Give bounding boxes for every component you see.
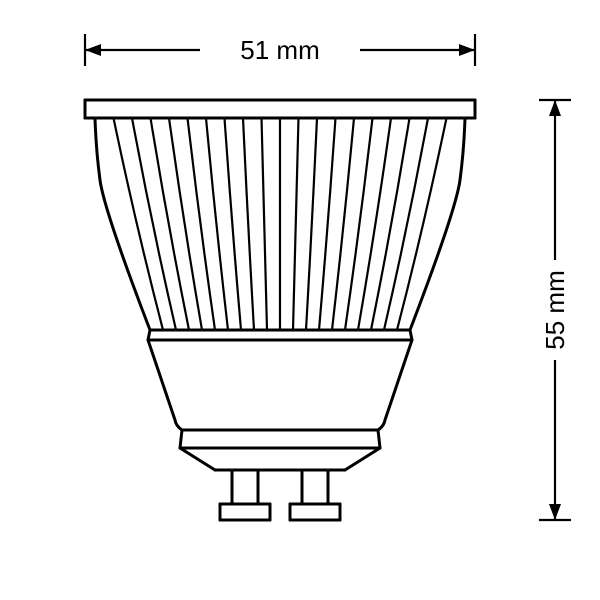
width-dimension: 51 mm: [85, 34, 475, 66]
reflector-ribs: [114, 118, 447, 330]
height-dimension: 55 mm: [539, 100, 571, 520]
gu10-pin-left: [220, 470, 270, 520]
height-label: 55 mm: [540, 270, 570, 349]
lamp-outline: [85, 100, 475, 520]
dimension-drawing: 51 mm 55 mm: [0, 0, 600, 600]
gu10-pin-right: [290, 470, 340, 520]
width-label: 51 mm: [240, 35, 319, 65]
